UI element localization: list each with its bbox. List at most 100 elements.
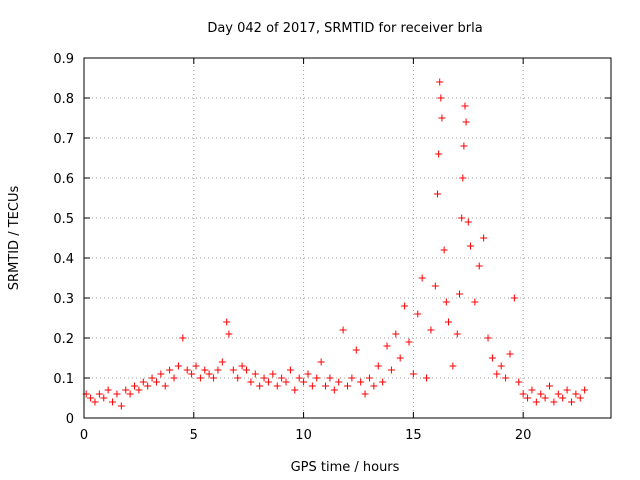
x-axis-label: GPS time / hours bbox=[291, 460, 400, 475]
data-point bbox=[335, 378, 343, 386]
data-point bbox=[550, 398, 558, 406]
y-tick-label: 0.4 bbox=[53, 252, 74, 267]
data-point bbox=[488, 354, 496, 362]
data-point bbox=[438, 114, 446, 122]
data-point bbox=[131, 382, 139, 390]
data-point bbox=[484, 334, 492, 342]
data-point bbox=[471, 298, 479, 306]
data-point bbox=[581, 386, 589, 394]
data-point bbox=[387, 366, 395, 374]
y-tick-label: 0 bbox=[66, 412, 74, 427]
data-point bbox=[300, 378, 308, 386]
data-point bbox=[295, 374, 303, 382]
data-point bbox=[348, 374, 356, 382]
chart-title: Day 042 of 2017, SRMTID for receiver brl… bbox=[207, 21, 482, 36]
data-point bbox=[100, 394, 108, 402]
data-point bbox=[148, 374, 156, 382]
data-point bbox=[365, 374, 373, 382]
data-point bbox=[475, 262, 483, 270]
data-point bbox=[528, 386, 536, 394]
data-point bbox=[278, 374, 286, 382]
data-point bbox=[361, 390, 369, 398]
data-point bbox=[95, 390, 103, 398]
data-point bbox=[383, 342, 391, 350]
data-point bbox=[458, 214, 466, 222]
data-point bbox=[559, 394, 567, 402]
data-point bbox=[326, 374, 334, 382]
data-point bbox=[135, 386, 143, 394]
data-point bbox=[170, 374, 178, 382]
data-point bbox=[192, 362, 200, 370]
data-point bbox=[126, 390, 134, 398]
data-point bbox=[409, 370, 417, 378]
y-tick-label: 0.2 bbox=[53, 332, 74, 347]
data-point bbox=[442, 298, 450, 306]
data-point bbox=[453, 330, 461, 338]
y-tick-label: 0.9 bbox=[53, 52, 74, 67]
data-point bbox=[497, 362, 505, 370]
x-tick-label: 20 bbox=[515, 428, 532, 443]
x-tick-label: 10 bbox=[295, 428, 312, 443]
data-point bbox=[308, 382, 316, 390]
data-point bbox=[322, 382, 330, 390]
data-point bbox=[423, 374, 431, 382]
data-point bbox=[251, 370, 259, 378]
data-point bbox=[157, 370, 165, 378]
data-point bbox=[269, 370, 277, 378]
data-point bbox=[502, 374, 510, 382]
y-tick-label: 0.3 bbox=[53, 292, 74, 307]
data-point bbox=[205, 370, 213, 378]
data-point bbox=[113, 390, 121, 398]
x-tick-label: 5 bbox=[190, 428, 198, 443]
data-point bbox=[374, 362, 382, 370]
data-point bbox=[455, 290, 463, 298]
data-point bbox=[515, 378, 523, 386]
axis-ticks bbox=[83, 57, 611, 419]
data-point bbox=[464, 218, 472, 226]
y-tick-label: 0.8 bbox=[53, 92, 74, 107]
data-point bbox=[166, 366, 174, 374]
data-point bbox=[201, 366, 209, 374]
data-point bbox=[370, 382, 378, 390]
data-point bbox=[256, 382, 264, 390]
data-point bbox=[459, 174, 467, 182]
data-point bbox=[238, 362, 246, 370]
data-point bbox=[434, 190, 442, 198]
plot-frame bbox=[83, 57, 612, 419]
data-point bbox=[317, 358, 325, 366]
data-point bbox=[234, 374, 242, 382]
data-point bbox=[247, 378, 255, 386]
data-point bbox=[480, 234, 488, 242]
data-point bbox=[506, 350, 514, 358]
data-point bbox=[242, 366, 250, 374]
data-point bbox=[567, 398, 575, 406]
data-point bbox=[139, 378, 147, 386]
data-point bbox=[87, 394, 95, 402]
data-point bbox=[109, 398, 117, 406]
data-point bbox=[313, 374, 321, 382]
data-point bbox=[572, 390, 580, 398]
data-point bbox=[183, 366, 191, 374]
data-point bbox=[379, 378, 387, 386]
data-point bbox=[91, 398, 99, 406]
data-point bbox=[357, 378, 365, 386]
data-point bbox=[264, 378, 272, 386]
data-point bbox=[563, 386, 571, 394]
y-tick-label: 0.6 bbox=[53, 172, 74, 187]
data-point bbox=[431, 282, 439, 290]
data-point bbox=[339, 326, 347, 334]
data-point bbox=[537, 390, 545, 398]
data-point bbox=[291, 386, 299, 394]
data-point bbox=[174, 362, 182, 370]
data-point bbox=[304, 370, 312, 378]
data-point bbox=[286, 366, 294, 374]
data-point bbox=[427, 326, 435, 334]
tick-labels: 0 0.1 0.2 0.3 0.4 0.5 0.6 0.7 0.8 0.9 0 5 10 15 20 bbox=[53, 52, 531, 443]
data-point bbox=[282, 378, 290, 386]
data-point bbox=[418, 274, 426, 282]
data-point bbox=[144, 382, 152, 390]
data-point bbox=[188, 370, 196, 378]
data-point bbox=[437, 94, 445, 102]
y-tick-label: 0.7 bbox=[53, 132, 74, 147]
x-tick-label: 15 bbox=[405, 428, 422, 443]
